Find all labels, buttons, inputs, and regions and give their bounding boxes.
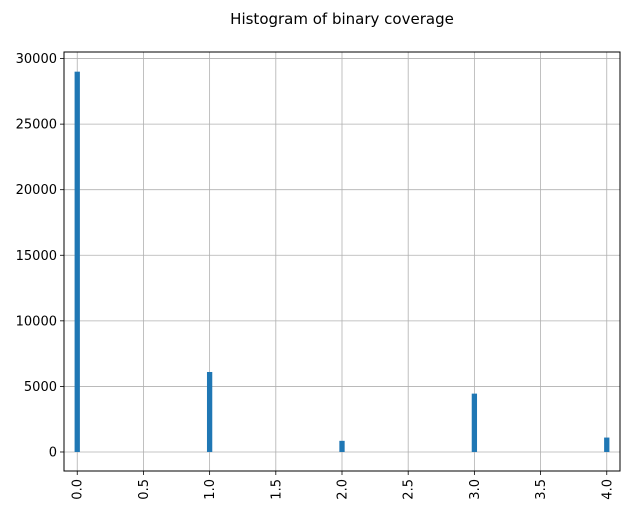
y-tick-label-5: 25000 <box>16 118 57 133</box>
bar-2 <box>339 440 345 452</box>
x-tick-label-6: 3.0 <box>468 479 483 500</box>
bar-3 <box>471 393 478 452</box>
y-tick-label-0: 0 <box>49 445 57 460</box>
bar-4 <box>604 437 610 452</box>
x-tick-label-8: 4.0 <box>600 479 615 500</box>
y-tick-label-2: 10000 <box>16 314 57 329</box>
chart-title: Histogram of binary coverage <box>230 10 454 28</box>
x-tick-label-3: 1.5 <box>269 479 284 500</box>
x-tick-label-4: 2.0 <box>336 479 351 500</box>
bars-group <box>74 71 610 452</box>
x-tick-label-1: 0.5 <box>137 479 152 500</box>
x-tick-label-0: 0.0 <box>71 479 86 500</box>
bar-1 <box>206 371 213 452</box>
y-tick-label-3: 15000 <box>16 249 57 264</box>
grid-lines <box>64 52 620 471</box>
x-tick-label-7: 3.5 <box>534 479 549 500</box>
bar-0 <box>74 71 80 452</box>
y-tick-label-6: 30000 <box>16 52 57 67</box>
y-tick-label-4: 20000 <box>16 183 57 198</box>
y-axis-ticks: 0 5000 10000 15000 20000 25000 30000 <box>16 52 64 460</box>
y-tick-label-1: 5000 <box>24 380 57 395</box>
x-tick-label-5: 2.5 <box>402 479 417 500</box>
x-tick-label-2: 1.0 <box>203 479 218 500</box>
x-axis-ticks: 0.0 0.5 1.0 1.5 2.0 2.5 3.0 3.5 4.0 <box>71 471 615 500</box>
